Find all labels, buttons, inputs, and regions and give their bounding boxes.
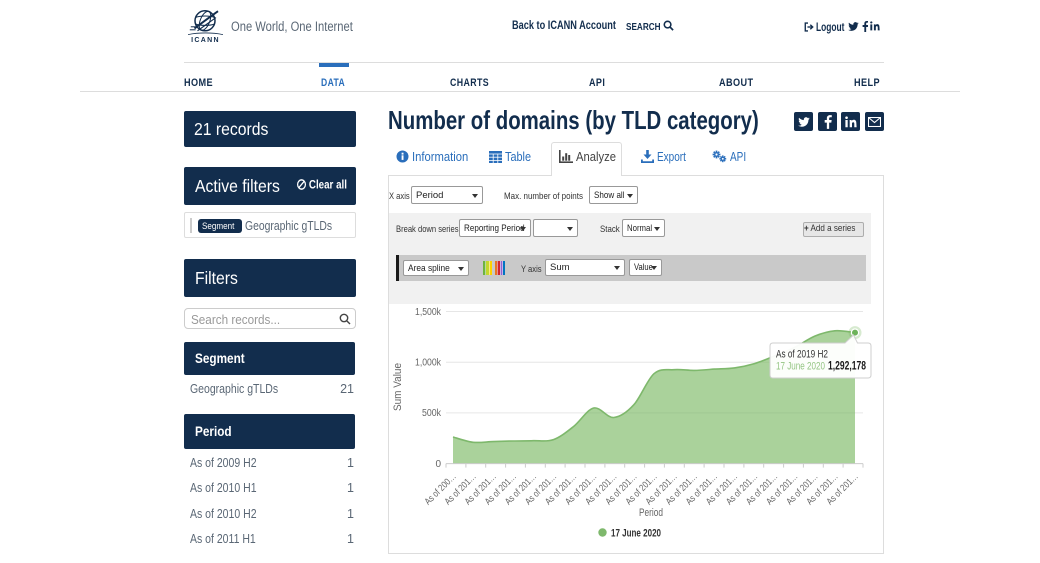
svg-text:As of 2019 H2: As of 2019 H2 bbox=[776, 349, 828, 361]
svg-text:Period: Period bbox=[639, 507, 663, 519]
svg-text:17 June 2020: 17 June 2020 bbox=[776, 361, 825, 373]
svg-text:ICANN: ICANN bbox=[191, 37, 220, 43]
svg-text:1,000k: 1,000k bbox=[415, 358, 442, 369]
svg-text:Sum Value: Sum Value bbox=[392, 363, 404, 411]
svg-text:1,292,178: 1,292,178 bbox=[828, 361, 866, 373]
svg-text:1,500k: 1,500k bbox=[415, 307, 442, 318]
svg-text:500k: 500k bbox=[422, 408, 442, 419]
svg-text:0: 0 bbox=[435, 459, 441, 470]
svg-text:17 June 2020: 17 June 2020 bbox=[611, 528, 661, 540]
